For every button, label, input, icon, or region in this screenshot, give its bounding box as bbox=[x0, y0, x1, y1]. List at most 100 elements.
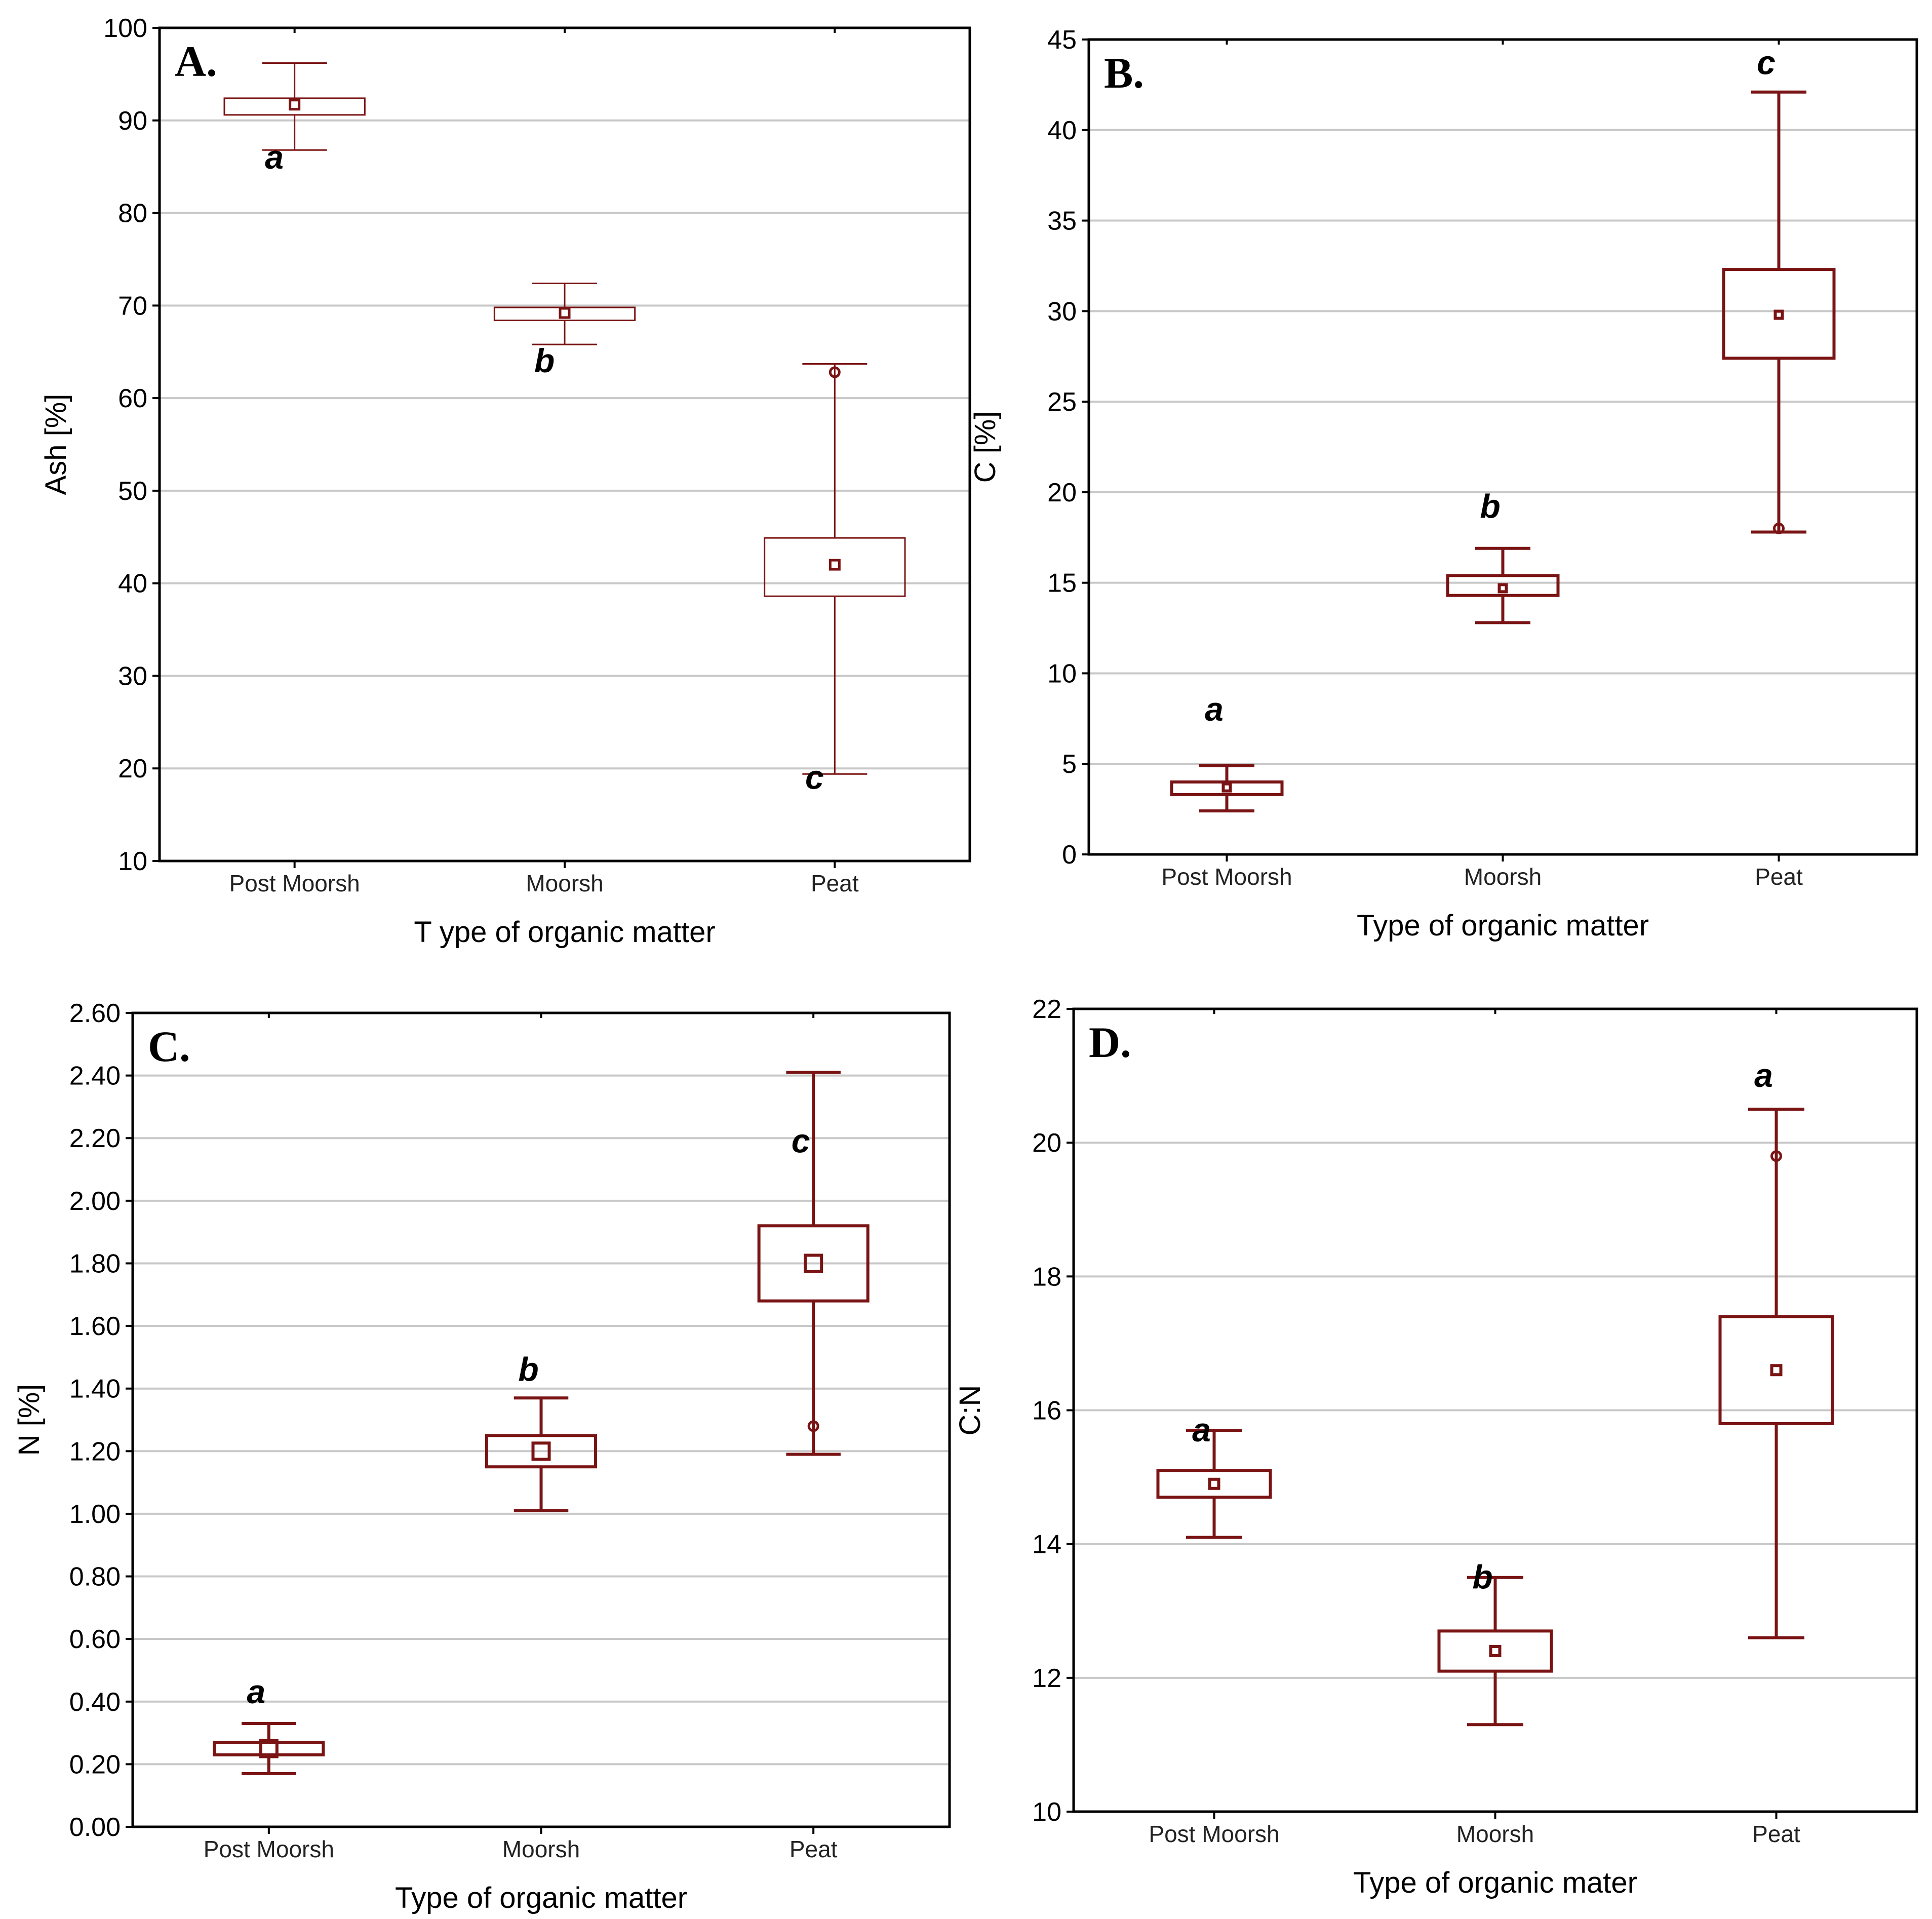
chart2-y-tick-label: 0.60 bbox=[69, 1625, 121, 1654]
chart1-box-group: c bbox=[1724, 44, 1834, 533]
chart0-category-label: Moorsh bbox=[526, 870, 603, 896]
chart2-y-tick-label: 2.00 bbox=[69, 1187, 121, 1216]
chart0-panel: 10 20 30 40 50 60 70 80 90 100 Post Moorsh Moorsh Pe… bbox=[40, 14, 970, 949]
chart3-significance-letter: b bbox=[1472, 1558, 1492, 1596]
chart1-plot-frame bbox=[1089, 40, 1917, 854]
chart1-box-group: b bbox=[1448, 487, 1558, 622]
chart2-panel: 0.00 0.20 0.40 0.60 0.80 1.00 1.20 1.40 1.60 1.80… bbox=[13, 999, 950, 1914]
chart1-y-tick-label: 5 bbox=[1062, 750, 1077, 779]
chart0-y-tick-label: 40 bbox=[118, 569, 147, 599]
chart3-box-group: a bbox=[1158, 1411, 1271, 1537]
chart0-y-tick-label: 20 bbox=[118, 754, 147, 784]
chart1-significance-letter: c bbox=[1757, 44, 1776, 81]
chart3-significance-letter: a bbox=[1192, 1411, 1211, 1448]
chart3-y-tick-label: 18 bbox=[1032, 1262, 1061, 1291]
chart0-y-tick-label: 10 bbox=[118, 847, 147, 876]
chart0-mean-marker bbox=[290, 100, 299, 109]
chart1-category-label: Moorsh bbox=[1464, 864, 1542, 890]
chart3-iqr-box bbox=[1439, 1631, 1552, 1671]
chart2-y-tick-label: 1.80 bbox=[69, 1249, 121, 1278]
chart1-y-tick-label: 40 bbox=[1047, 116, 1077, 145]
chart1-y-tick-label: 35 bbox=[1047, 207, 1077, 236]
chart2-significance-letter: b bbox=[518, 1351, 538, 1388]
chart3-mean-marker bbox=[1210, 1479, 1219, 1489]
chart1-box-group: a bbox=[1172, 690, 1282, 811]
chart1-panel: 051015202530354045Post Moorsh Moorsh PeatT… bbox=[969, 25, 1917, 942]
chart2-y-tick-label: 1.20 bbox=[69, 1437, 121, 1466]
chart3-panel-letter: D. bbox=[1089, 1018, 1131, 1067]
chart3-y-tick-label: 14 bbox=[1032, 1530, 1061, 1559]
chart1-category-label: Peat bbox=[1755, 864, 1803, 890]
chart0-significance-letter: b bbox=[534, 342, 555, 379]
chart2-significance-letter: a bbox=[247, 1673, 265, 1710]
chart1-y-tick-label: 15 bbox=[1047, 569, 1077, 598]
chart1-mean-marker bbox=[1776, 311, 1783, 318]
chart0-y-tick-label: 50 bbox=[118, 477, 147, 506]
chart0-mean-marker bbox=[830, 560, 839, 569]
chart3-y-tick-label: 12 bbox=[1032, 1664, 1061, 1693]
chart2-y-tick-label: 1.40 bbox=[69, 1375, 121, 1404]
chart0-y-tick-label: 100 bbox=[103, 14, 147, 43]
chart1-y-tick-label: 25 bbox=[1047, 387, 1077, 417]
chart0-category-label: Post Moorsh bbox=[229, 870, 360, 896]
chart0-mean-marker bbox=[560, 308, 569, 318]
chart1-y-axis-title: C [%] bbox=[969, 411, 1002, 483]
chart0-box-group: c bbox=[765, 364, 905, 796]
chart1-significance-letter: a bbox=[1205, 690, 1224, 728]
chart2-x-axis-title: Type of organic matter bbox=[395, 1882, 687, 1914]
chart0-x-axis-title: T ype of organic matter bbox=[414, 916, 715, 949]
chart0-significance-letter: c bbox=[805, 759, 824, 796]
chart2-y-tick-label: 0.20 bbox=[69, 1750, 121, 1779]
chart1-x-axis-title: Type of organic matter bbox=[1357, 909, 1649, 942]
chart1-category-label: Post Moorsh bbox=[1161, 864, 1292, 890]
chart0-y-tick-label: 30 bbox=[118, 661, 147, 691]
chart3-mean-marker bbox=[1772, 1365, 1781, 1375]
chart2-significance-letter: c bbox=[792, 1122, 810, 1159]
chart2-category-label: Peat bbox=[790, 1836, 838, 1862]
chart0-y-tick-label: 80 bbox=[118, 199, 147, 228]
chart1-y-tick-label: 30 bbox=[1047, 297, 1077, 326]
chart1-mean-marker bbox=[1500, 584, 1507, 592]
chart2-box-group: a bbox=[214, 1673, 323, 1774]
chart3-mean-marker bbox=[1491, 1647, 1500, 1656]
chart0-y-tick-label: 90 bbox=[118, 106, 147, 136]
chart2-panel-letter: C. bbox=[148, 1022, 190, 1071]
chart3-box-group: b bbox=[1439, 1558, 1552, 1725]
chart2-category-label: Post Moorsh bbox=[204, 1836, 334, 1862]
chart0-y-tick-label: 70 bbox=[118, 291, 147, 321]
chart0-iqr-box bbox=[765, 538, 905, 596]
chart3-y-tick-label: 16 bbox=[1032, 1396, 1061, 1426]
chart1-panel-letter: B. bbox=[1104, 49, 1144, 97]
chart2-y-tick-label: 0.80 bbox=[69, 1562, 121, 1592]
chart0-y-tick-label: 60 bbox=[118, 384, 147, 413]
chart0-category-label: Peat bbox=[811, 870, 859, 896]
chart2-y-axis-title: N [%] bbox=[13, 1384, 46, 1456]
figure: 10 20 30 40 50 60 70 80 90 100 Post Moorsh Moorsh Pe… bbox=[0, 0, 1932, 1919]
chart1-significance-letter: b bbox=[1480, 487, 1500, 525]
chart3-y-tick-label: 22 bbox=[1032, 995, 1061, 1024]
chart2-iqr-box bbox=[214, 1742, 323, 1755]
chart3-x-axis-title: Type of organic mater bbox=[1353, 1866, 1637, 1899]
chart0-box-group: b bbox=[494, 283, 635, 379]
chart3-y-tick-label: 20 bbox=[1032, 1128, 1061, 1158]
chart3-category-label: Moorsh bbox=[1456, 1821, 1534, 1847]
chart3-panel: 10 12 14 16 18 20 22 Post Moorsh Moorsh Peat Type … bbox=[954, 995, 1917, 1899]
chart1-mean-marker bbox=[1224, 784, 1231, 791]
chart3-y-axis-title: C:N bbox=[954, 1385, 987, 1436]
chart3-category-label: Peat bbox=[1752, 1821, 1800, 1847]
chart2-y-tick-label: 0.00 bbox=[69, 1813, 121, 1842]
chart2-y-tick-label: 0.40 bbox=[69, 1688, 121, 1717]
chart1-y-tick-label: 10 bbox=[1047, 659, 1077, 688]
chart3-iqr-box bbox=[1158, 1470, 1271, 1497]
chart2-category-label: Moorsh bbox=[502, 1836, 580, 1862]
chart1-y-tick-label: 20 bbox=[1047, 478, 1077, 507]
chart3-significance-letter: a bbox=[1754, 1056, 1773, 1094]
chart3-box-group: a bbox=[1720, 1056, 1833, 1638]
chart1-iqr-box bbox=[1724, 269, 1834, 358]
chart0-y-axis-title: Ash [%] bbox=[40, 394, 72, 495]
chart0-panel-letter: A. bbox=[175, 37, 217, 86]
chart3-y-tick-label: 10 bbox=[1032, 1797, 1061, 1827]
chart0-box-group: a bbox=[224, 63, 365, 175]
chart3-category-label: Post Moorsh bbox=[1149, 1821, 1279, 1847]
chart2-y-tick-label: 1.00 bbox=[69, 1500, 121, 1529]
